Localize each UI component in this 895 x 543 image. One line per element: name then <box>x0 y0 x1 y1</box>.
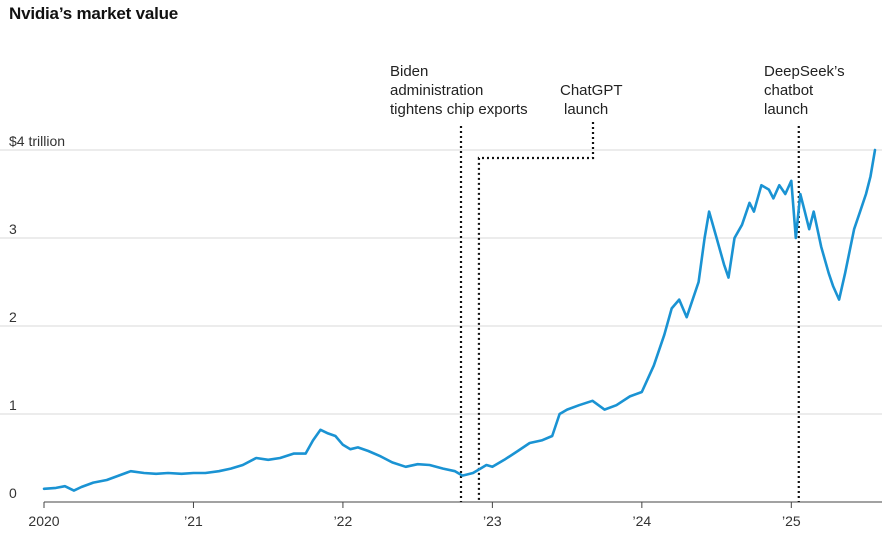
y-tick-label: 2 <box>9 309 17 325</box>
annotation-label-line: tightens chip exports <box>390 101 528 118</box>
gridlines <box>0 149 882 415</box>
chart-title: Nvidia’s market value <box>9 4 179 23</box>
annotation-label-line: chatbot <box>764 82 814 99</box>
y-tick-label: 3 <box>9 221 17 237</box>
annotation-label-line: launch <box>764 101 808 118</box>
x-tick-label: ’24 <box>632 513 651 529</box>
annotations: Biden administration tightens chip exports… <box>390 63 845 502</box>
x-tick-label: ’22 <box>334 513 353 529</box>
x-tick-label: ’23 <box>483 513 502 529</box>
annotation-label-line: Biden <box>390 63 428 80</box>
y-tick-label: 1 <box>9 397 17 413</box>
annotation-label-line: administration <box>390 82 483 99</box>
x-tick-label: 2020 <box>28 513 59 529</box>
x-tick-label: ’25 <box>782 513 801 529</box>
y-tick-label: 0 <box>9 485 17 501</box>
annotation-label-line: launch <box>564 101 608 118</box>
y-tick-label: $4 trillion <box>9 133 65 149</box>
series-line-nvidia-market-value <box>42 148 877 492</box>
annotation-label-line: DeepSeek’s <box>764 63 845 80</box>
x-tick-labels: 2020 ’21 ’22 ’23 ’24 ’25 <box>28 502 801 529</box>
y-tick-labels: 0 1 2 3 $4 trillion <box>9 133 65 501</box>
series-layer <box>42 148 877 492</box>
annotation-leader-line <box>477 122 595 502</box>
annotation-label-line: ChatGPT <box>560 82 623 99</box>
x-tick-label: ’21 <box>184 513 203 529</box>
